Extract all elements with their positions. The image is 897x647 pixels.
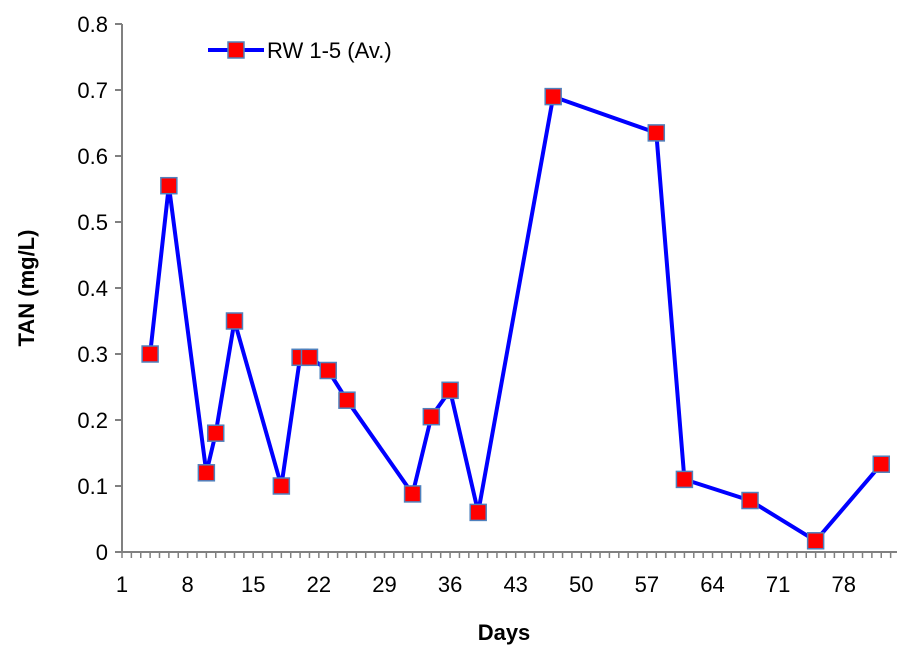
x-tick-label: 8 bbox=[181, 572, 193, 597]
data-point bbox=[647, 124, 666, 142]
y-tick-label: 0.6 bbox=[77, 144, 108, 169]
series-line bbox=[148, 94, 883, 543]
data-point bbox=[338, 391, 356, 409]
x-tick-label: 64 bbox=[700, 572, 724, 597]
data-point bbox=[422, 407, 441, 426]
data-point bbox=[441, 381, 459, 400]
x-tick-label: 36 bbox=[438, 572, 462, 597]
y-tick-label: 0.7 bbox=[77, 78, 108, 103]
axes: 0 0.1 0.2 0.3 0.4 0.5 0.6 0.7 0.8 1 8 15 22 29 36 43 50 5… bbox=[77, 12, 897, 597]
y-tick-label: 0.8 bbox=[77, 12, 108, 37]
legend-marker bbox=[227, 41, 245, 59]
data-point bbox=[403, 485, 422, 503]
x-tick-label: 50 bbox=[569, 572, 593, 597]
x-tick-label: 29 bbox=[372, 572, 396, 597]
data-point bbox=[872, 455, 891, 473]
legend: RW 1-5 (Av.) bbox=[208, 38, 392, 63]
data-point bbox=[272, 477, 291, 495]
y-tick-label: 0.5 bbox=[77, 210, 108, 235]
y-tick-label: 0 bbox=[96, 540, 108, 565]
data-point bbox=[300, 348, 319, 367]
x-tick-label: 1 bbox=[116, 572, 128, 597]
y-tick-label: 0.3 bbox=[77, 342, 108, 367]
x-tick-label: 15 bbox=[241, 572, 265, 597]
x-axis-title: Days bbox=[478, 620, 531, 645]
y-axis-title: TAN (mg/L) bbox=[14, 230, 39, 347]
data-point bbox=[544, 87, 562, 106]
y-tick-label: 0.1 bbox=[77, 474, 108, 499]
data-point bbox=[469, 503, 487, 522]
x-tick-label: 78 bbox=[832, 572, 856, 597]
data-point bbox=[675, 470, 694, 489]
y-tick-label: 0.4 bbox=[77, 276, 108, 301]
legend-label: RW 1-5 (Av.) bbox=[267, 38, 392, 63]
y-tick-label: 0.2 bbox=[77, 408, 108, 433]
series-layer bbox=[141, 87, 891, 550]
data-point bbox=[206, 424, 225, 442]
x-tick-label: 22 bbox=[307, 572, 331, 597]
data-point bbox=[741, 491, 759, 510]
data-point bbox=[160, 176, 178, 195]
data-point bbox=[319, 361, 337, 380]
data-point bbox=[197, 464, 216, 482]
data-point bbox=[225, 312, 244, 330]
x-tick-label: 57 bbox=[635, 572, 659, 597]
data-point bbox=[141, 345, 159, 363]
x-tick-label: 71 bbox=[766, 572, 790, 597]
x-tick-label: 43 bbox=[503, 572, 527, 597]
data-point bbox=[806, 532, 825, 550]
